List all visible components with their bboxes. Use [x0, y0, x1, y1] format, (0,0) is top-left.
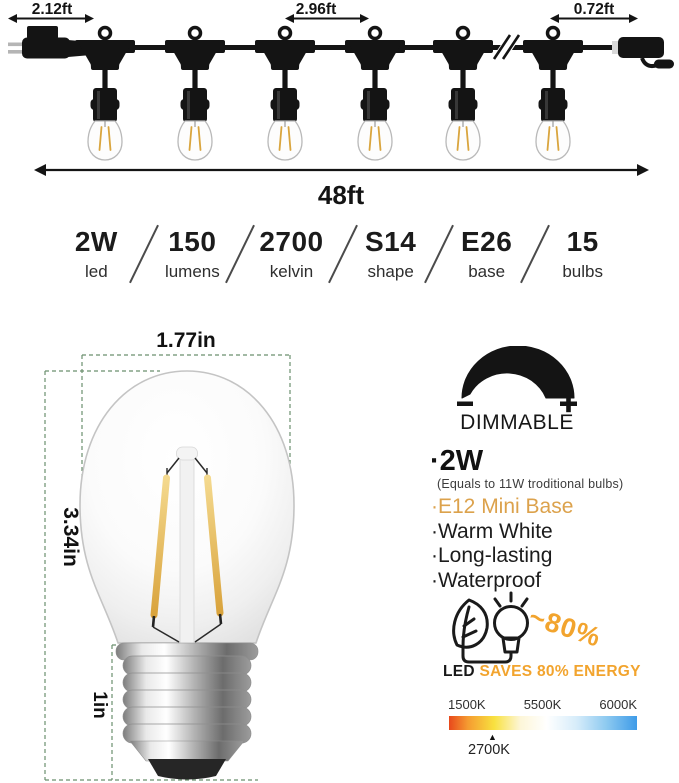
slash-divider [225, 224, 256, 284]
lamp-5 [433, 25, 493, 162]
temp-label-left: 1500K [448, 697, 486, 712]
bulb-height-label: 3.34in [59, 507, 82, 567]
temp-scale-labels: 1500K 5500K 6000K [448, 697, 637, 712]
slash-divider [423, 224, 454, 284]
spec-value: 15 [566, 226, 599, 257]
temp-marker-label: 2700K [468, 742, 510, 758]
bulb-filament-assembly [150, 446, 224, 646]
temp-label-right: 6000K [599, 697, 637, 712]
base-contact-tip [148, 759, 226, 780]
minus-icon [457, 401, 473, 406]
filament-right [204, 474, 224, 617]
screw-base [115, 642, 259, 780]
measure-right: 0.72ft [550, 1, 638, 23]
measure-right-label: 0.72ft [574, 1, 615, 18]
feature-item-waterproof: ·Waterproof [431, 568, 542, 592]
total-length-label: 48ft [318, 180, 365, 210]
temp-marker-triangle: ▲ [488, 732, 497, 742]
bulb-dimension-diagram: 1.77in 3.34in 1in [44, 329, 295, 781]
spec-label: base [468, 262, 506, 281]
feature-item-base: ·E12 Mini Base [431, 495, 574, 518]
bulb-base-label: 1in [89, 691, 110, 718]
spec-base: E26 base [458, 227, 516, 281]
spec-value: 150 [168, 226, 217, 257]
lamp-3 [255, 25, 315, 162]
leaf-icon [452, 598, 489, 649]
specs-row: 2W led 150 lumens 2700 kelvin S14 shape … [0, 218, 679, 290]
cable-break-icon [492, 29, 521, 64]
plus-icon [560, 395, 577, 413]
right-connector [612, 37, 674, 69]
spec-label: shape [367, 262, 414, 281]
dimmable-label: DIMMABLE [460, 411, 574, 434]
measure-left: 2.12ft [8, 1, 94, 23]
energy-caption-rest: SAVES 80% ENERGY [474, 663, 641, 680]
lamp-2 [165, 25, 225, 162]
feature-list: ·E12 Mini Base ·Warm White ·Long-lasting… [431, 495, 573, 593]
spec-value: 2700 [259, 226, 324, 257]
energy-saving-icon [452, 591, 529, 664]
spec-label: kelvin [269, 262, 314, 281]
dimmable-icon [457, 346, 577, 413]
spec-label: led [85, 262, 108, 281]
spec-wattage: 2W led [67, 227, 125, 281]
wattage-title: ·2W [430, 445, 484, 477]
spec-shape: S14 shape [362, 227, 420, 281]
spec-count: 15 bulbs [554, 227, 612, 281]
filament-left [150, 474, 170, 619]
string-light-diagram: 2.12ft 2.96ft 0.72ft 48ft [8, 1, 674, 210]
slash-divider [327, 224, 358, 284]
feature-item-lifespan: ·Long-lasting [431, 544, 553, 567]
wattage-subtitle: (Equals to 11W troditional bulbs) [437, 477, 624, 491]
spec-label: bulbs [562, 262, 603, 281]
spec-value: E26 [460, 226, 513, 257]
measure-mid-label: 2.96ft [296, 1, 337, 18]
bulb-outline-icon [493, 605, 529, 641]
spec-lumens: 150 lumens [163, 227, 221, 281]
energy-caption-led: LED [443, 663, 475, 680]
bulb-width-label: 1.77in [156, 329, 216, 352]
slash-divider [519, 224, 550, 284]
spec-value: S14 [364, 226, 417, 257]
spec-kelvin: 2700 kelvin [259, 227, 323, 281]
slash-divider [129, 224, 160, 284]
spec-value: 2W [74, 226, 118, 257]
spec-label: lumens [164, 262, 220, 281]
measure-mid: 2.96ft [285, 1, 369, 23]
lamp-4 [345, 25, 405, 162]
energy-caption: LED SAVES 80% ENERGY [443, 663, 641, 681]
feature-item-color: ·Warm White [431, 519, 553, 543]
lamp-1 [75, 25, 135, 162]
temp-gradient-bar [449, 716, 637, 730]
lamp-6 [523, 25, 583, 162]
measure-total: 48ft [34, 164, 649, 210]
measure-left-label: 2.12ft [32, 1, 73, 18]
temp-label-middle: 5500K [523, 697, 562, 712]
